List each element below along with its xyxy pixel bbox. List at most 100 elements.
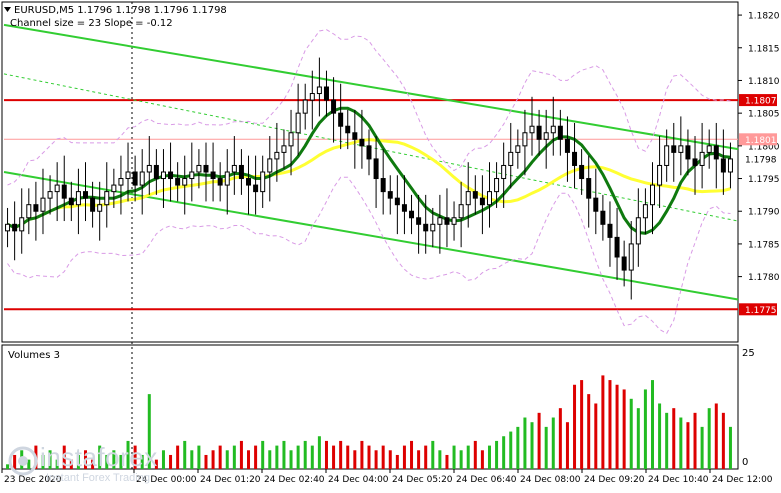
price-tick-label: 1.1805: [748, 110, 780, 120]
watermark: instaforex Instant Forex Trading: [6, 442, 196, 486]
price-tick-label: 1.1820: [748, 12, 780, 22]
candle-body: [118, 178, 124, 186]
candle-body: [423, 223, 429, 232]
time-tick-label: 23 Dec 2020: [4, 475, 62, 485]
volume-bar: [239, 440, 243, 469]
volume-bar: [402, 445, 406, 469]
volume-bar: [275, 445, 279, 469]
volume-bar: [254, 445, 258, 469]
level-price-tag-box: [739, 303, 777, 316]
volume-bar: [565, 422, 569, 469]
candle-body: [182, 178, 188, 186]
volume-bar: [367, 445, 371, 469]
candle-body: [380, 178, 386, 193]
candle-body: [316, 86, 322, 95]
volume-bar: [218, 445, 222, 469]
volume-bar: [310, 445, 314, 469]
volume-bar: [558, 408, 562, 469]
candle-body: [175, 178, 181, 186]
candle-body: [727, 158, 733, 173]
volume-bar: [190, 450, 194, 469]
candle-body: [706, 145, 712, 153]
candle-body: [274, 151, 280, 160]
volume-bar: [176, 445, 180, 469]
level-price-tag-label: 1.1801: [745, 136, 777, 146]
volume-bar: [495, 440, 499, 469]
volume-bar: [594, 403, 598, 469]
volume-bottom-label: 0: [742, 457, 748, 468]
candle-body: [83, 191, 89, 199]
volume-bar: [204, 454, 208, 469]
volume-bar: [381, 445, 385, 469]
candle-body: [111, 184, 117, 193]
volume-bar: [509, 431, 513, 469]
candle-body: [635, 217, 641, 245]
collapse-triangle-icon[interactable]: [4, 7, 11, 12]
candle-body: [394, 197, 400, 206]
watermark-tagline: Instant Forex Trading: [46, 472, 150, 484]
candle-body: [231, 164, 237, 173]
candle-body: [125, 171, 131, 180]
volume-bar: [388, 450, 392, 469]
volume-bar: [232, 445, 236, 469]
candle-body: [671, 145, 677, 153]
candle-body: [168, 171, 174, 180]
time-tick-label: 24 Dec 02:40: [264, 475, 325, 485]
candle-body: [543, 132, 549, 140]
volume-bar: [119, 454, 123, 469]
volume-bar: [480, 450, 484, 469]
candle-body: [345, 125, 351, 134]
candle-body: [586, 178, 592, 199]
volume-bar: [126, 440, 130, 469]
volume-top-label: 25: [742, 348, 755, 359]
volume-bar: [98, 445, 102, 469]
volume-bar: [317, 436, 321, 469]
candle-body: [621, 256, 627, 271]
candle-body: [5, 223, 11, 232]
volume-bar: [523, 417, 527, 469]
volume-bar: [211, 450, 215, 469]
volume-bar: [91, 459, 95, 469]
volume-bar: [13, 454, 17, 469]
candle-body: [465, 191, 471, 206]
volume-bar: [147, 394, 151, 469]
candle-body: [508, 151, 514, 166]
band-upper-line: [7, 29, 731, 186]
volume-bar: [417, 450, 421, 469]
volume-bar: [650, 380, 654, 469]
level-price-tag-box: [739, 133, 777, 146]
volume-bar: [332, 445, 336, 469]
volume-bar: [374, 450, 378, 469]
volume-bar: [289, 450, 293, 469]
volume-bar: [615, 384, 619, 469]
candle-body: [657, 164, 663, 186]
symbol-header: EURUSD,M5 1.1796 1.1798 1.1796 1.1798: [14, 5, 227, 16]
candle-body: [75, 191, 81, 206]
candle-body: [685, 145, 691, 160]
candle-body: [437, 217, 443, 225]
candle-body: [153, 164, 159, 180]
candle-body: [458, 204, 464, 219]
volume-bar: [339, 440, 343, 469]
candle-body: [132, 171, 138, 186]
level-price-tag-label: 1.1807: [745, 97, 777, 107]
candle-body: [550, 125, 556, 134]
volume-bar: [721, 412, 725, 469]
volume-bar: [296, 445, 300, 469]
volume-bar: [452, 445, 456, 469]
volume-bar: [445, 454, 449, 469]
candle-body: [713, 145, 719, 160]
watermark-logo-icon: [8, 446, 38, 476]
candle-body: [614, 236, 620, 258]
volume-bar: [707, 408, 711, 469]
candle-body: [720, 158, 726, 173]
candle-body: [649, 184, 655, 206]
volume-bar: [693, 412, 697, 469]
volume-bar: [112, 450, 116, 469]
volume-bar: [679, 417, 683, 469]
volume-bar: [608, 380, 612, 469]
volume-bar: [84, 450, 88, 469]
candle-body: [68, 197, 74, 206]
volume-bar: [658, 403, 662, 469]
